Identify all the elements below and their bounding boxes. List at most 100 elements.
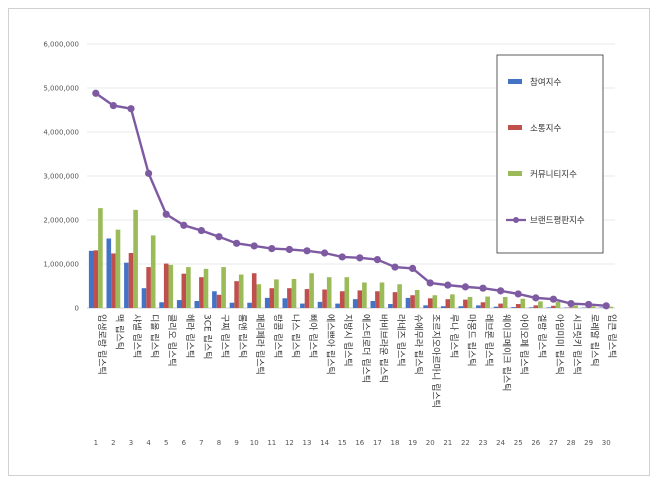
bar-2 xyxy=(568,307,574,308)
x-rank-label: 21 xyxy=(443,439,452,447)
y-tick-label: 2,000,000 xyxy=(43,217,79,225)
x-rank-label: 27 xyxy=(549,439,558,447)
bar-3 xyxy=(150,235,156,308)
bar-3 xyxy=(133,209,138,308)
bar-3 xyxy=(432,295,438,308)
line-point xyxy=(549,295,558,303)
x-category-label: 입큰 립스틱 xyxy=(606,314,618,358)
line-point xyxy=(145,169,153,177)
y-tick-label: 0 xyxy=(75,305,79,313)
bar-2 xyxy=(146,267,151,308)
y-tick-label: 6,000,000 xyxy=(43,41,79,49)
bar-2 xyxy=(199,277,204,308)
x-category-label: 슈에무라 립스틱 xyxy=(413,314,425,375)
x-rank-label: 28 xyxy=(567,439,576,447)
bar-3 xyxy=(238,274,244,308)
bar-2 xyxy=(375,291,380,308)
bar-3 xyxy=(362,282,367,308)
line-point xyxy=(532,294,540,302)
bar-1 xyxy=(405,297,411,308)
bar-3 xyxy=(450,294,455,308)
line-point xyxy=(585,300,593,309)
line-point xyxy=(127,105,135,113)
line-point xyxy=(215,233,223,241)
x-category-label: 지방시 립스틱 xyxy=(342,314,354,367)
bar-2 xyxy=(216,294,222,308)
bar-2 xyxy=(339,291,345,308)
line-point xyxy=(373,256,381,264)
line-point xyxy=(197,226,205,235)
bar-3 xyxy=(168,264,174,308)
bar-1 xyxy=(493,306,499,308)
bar-3 xyxy=(608,306,614,308)
chart-frame xyxy=(8,8,650,476)
x-category-label: 구찌 립스틱 xyxy=(219,314,231,358)
bar-1 xyxy=(176,300,182,308)
legend-label: 참여지수 xyxy=(530,77,561,88)
x-rank-label: 30 xyxy=(602,439,611,447)
line-point xyxy=(268,245,276,253)
line-point xyxy=(409,264,417,272)
x-category-label: 레브론 립스틱 xyxy=(483,314,495,367)
bar-2 xyxy=(251,273,257,308)
x-rank-label: 1 xyxy=(94,439,98,447)
bar-3 xyxy=(379,282,385,308)
bar-3 xyxy=(309,273,314,308)
bar-1 xyxy=(159,302,164,308)
line-point xyxy=(180,221,188,229)
x-rank-label: 22 xyxy=(461,439,470,447)
x-axis-labels: 입생로랑 립스틱 1 맥 립스틱 2 샤넬 립스틱 3 디올 립스틱 4 클리오 립스틱 5 헤라 … xyxy=(94,314,619,447)
x-category-label: 3CE 립스틱 xyxy=(201,314,213,359)
x-category-label: 디올 립스틱 xyxy=(149,314,161,358)
bar-2 xyxy=(304,289,310,308)
bar-1 xyxy=(247,302,252,308)
bar-3 xyxy=(520,298,526,308)
x-rank-label: 11 xyxy=(267,439,276,447)
y-tick-label: 1,000,000 xyxy=(43,261,79,269)
x-category-label: 롬앤 립스틱 xyxy=(237,314,249,358)
bar-2 xyxy=(269,288,275,308)
bar-1 xyxy=(264,297,270,308)
legend-label: 커뮤니티지수 xyxy=(530,169,577,180)
bar-1 xyxy=(282,298,288,308)
bar-2 xyxy=(111,253,116,308)
bar-1 xyxy=(352,299,358,308)
y-tick-label: 4,000,000 xyxy=(43,129,79,137)
bar-3 xyxy=(397,284,402,308)
bar-3 xyxy=(98,208,103,308)
line-point xyxy=(92,89,100,97)
bar-1 xyxy=(124,262,129,308)
bar-1 xyxy=(141,288,147,308)
bar-3 xyxy=(291,278,297,308)
x-category-label: 웨이크메이크 립스틱 xyxy=(501,314,513,391)
x-rank-label: 26 xyxy=(531,439,540,447)
line-point xyxy=(461,283,469,291)
line-point xyxy=(250,242,258,250)
line-point xyxy=(567,300,575,308)
bar-1 xyxy=(423,305,428,308)
bar-1 xyxy=(476,305,481,308)
y-tick-label: 3,000,000 xyxy=(43,173,79,181)
x-category-label: 루나 립스틱 xyxy=(448,314,460,358)
x-category-label: 페리페라 립스틱 xyxy=(254,314,266,375)
bar-3 xyxy=(186,267,191,308)
bar-1 xyxy=(194,300,200,308)
bar-3 xyxy=(256,284,262,308)
bar-3 xyxy=(221,267,226,308)
line-point xyxy=(303,247,311,255)
x-rank-label: 29 xyxy=(584,439,593,447)
bar-2 xyxy=(392,292,398,308)
x-category-label: 랑콤 립스틱 xyxy=(272,314,284,358)
bar-1 xyxy=(212,291,217,308)
bar-2 xyxy=(181,273,187,308)
bar-2 xyxy=(427,298,433,308)
x-category-label: 아이오페 립스틱 xyxy=(518,314,530,375)
x-category-label: 로레알 립스틱 xyxy=(589,314,601,367)
x-rank-label: 2 xyxy=(111,439,115,447)
bar-2 xyxy=(498,303,503,308)
x-category-label: 겔랑 립스틱 xyxy=(536,314,548,358)
bar-3 xyxy=(555,301,561,308)
x-category-label: 샤넬 립스틱 xyxy=(131,314,143,358)
bar-1 xyxy=(106,238,112,308)
y-axis: 0 1,000,000 2,000,000 3,000,000 4,000,000 5,0… xyxy=(43,41,79,313)
